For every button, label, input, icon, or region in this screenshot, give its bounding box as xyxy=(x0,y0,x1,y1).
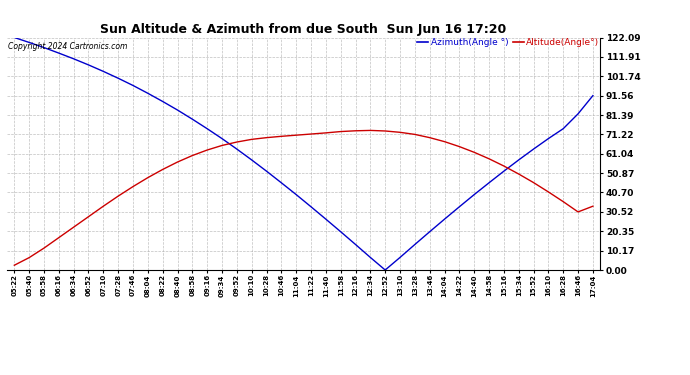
Title: Sun Altitude & Azimuth from due South  Sun Jun 16 17:20: Sun Altitude & Azimuth from due South Su… xyxy=(101,23,506,36)
Text: Copyright 2024 Cartronics.com: Copyright 2024 Cartronics.com xyxy=(8,42,128,51)
Legend: Azimuth(Angle °), Altitude(Angle°): Azimuth(Angle °), Altitude(Angle°) xyxy=(417,38,600,47)
